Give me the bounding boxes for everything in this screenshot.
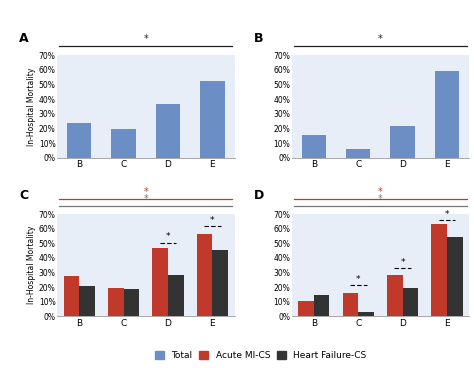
Text: *: * bbox=[378, 194, 383, 204]
Y-axis label: In-Hospital Mortality: In-Hospital Mortality bbox=[27, 226, 36, 304]
Bar bbox=[156, 104, 180, 158]
Bar bbox=[108, 288, 124, 316]
Text: *: * bbox=[166, 232, 170, 241]
Text: *: * bbox=[210, 216, 215, 225]
Legend: Total, Acute MI-CS, Heart Failure-CS: Total, Acute MI-CS, Heart Failure-CS bbox=[151, 347, 370, 364]
Bar bbox=[153, 248, 168, 316]
Text: *: * bbox=[401, 258, 405, 267]
Bar bbox=[387, 276, 402, 316]
Bar bbox=[212, 250, 228, 316]
Bar bbox=[391, 126, 415, 158]
Text: *: * bbox=[143, 194, 148, 204]
Bar bbox=[346, 149, 370, 158]
Text: Baseline SCAI Stage: Baseline SCAI Stage bbox=[94, 39, 197, 48]
Bar bbox=[64, 276, 79, 316]
Bar bbox=[124, 289, 139, 316]
Bar bbox=[67, 123, 91, 158]
Text: C: C bbox=[19, 189, 28, 202]
Text: A: A bbox=[19, 32, 28, 45]
Bar bbox=[111, 129, 136, 158]
Text: *: * bbox=[356, 275, 360, 284]
Text: D: D bbox=[254, 189, 264, 202]
Bar bbox=[301, 135, 326, 158]
Bar bbox=[79, 286, 95, 316]
Bar bbox=[343, 293, 358, 316]
Text: *: * bbox=[143, 34, 148, 44]
Text: B: B bbox=[254, 32, 263, 45]
Text: Maximum SCAI Stage: Maximum SCAI Stage bbox=[326, 39, 435, 48]
Text: *: * bbox=[378, 187, 383, 198]
Bar bbox=[431, 224, 447, 316]
Bar bbox=[358, 312, 374, 316]
Bar bbox=[200, 81, 225, 158]
Bar bbox=[168, 276, 183, 316]
Bar bbox=[435, 71, 459, 158]
Bar bbox=[298, 301, 314, 316]
Bar bbox=[402, 288, 418, 316]
Text: *: * bbox=[143, 187, 148, 198]
Bar bbox=[447, 237, 463, 316]
Y-axis label: In-Hospital Mortality: In-Hospital Mortality bbox=[27, 67, 36, 146]
Bar bbox=[197, 234, 212, 316]
Text: *: * bbox=[445, 210, 449, 219]
Bar bbox=[314, 295, 329, 316]
Text: *: * bbox=[378, 34, 383, 44]
